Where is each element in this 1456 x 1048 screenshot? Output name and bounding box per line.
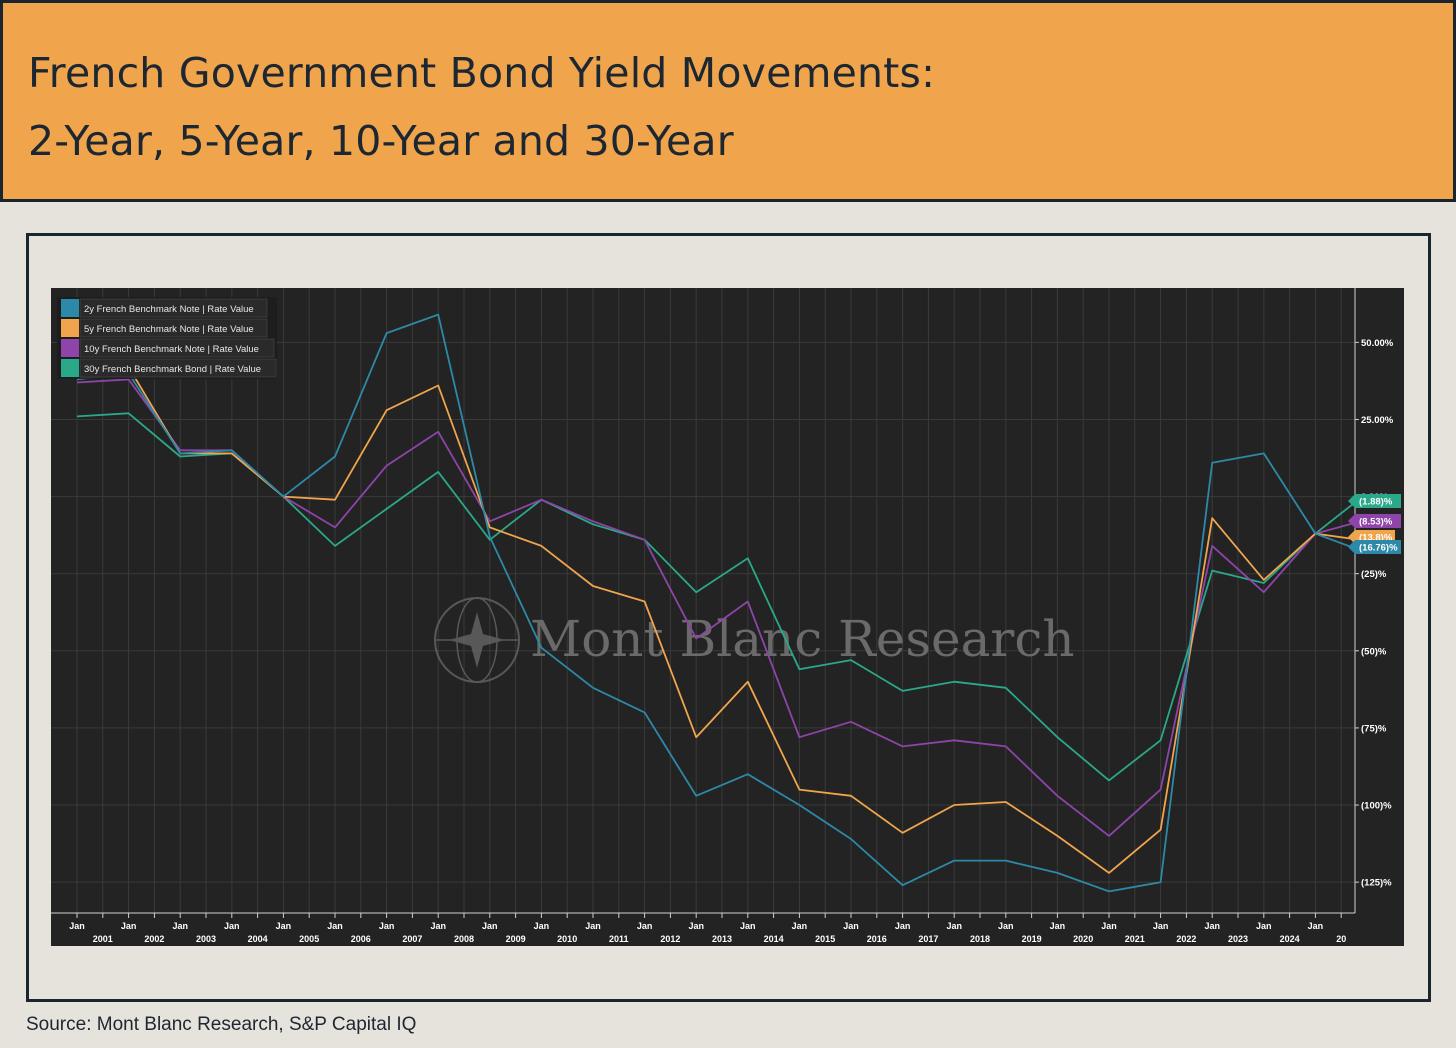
x-tick-year-label: 2004	[248, 934, 268, 944]
x-tick-year-label: 2005	[299, 934, 319, 944]
x-tick-month-label: Jan	[534, 921, 550, 931]
series-line-2y	[76, 313, 1356, 893]
legend-swatch	[61, 319, 79, 337]
y-tick-label: 50.00%	[1361, 338, 1394, 349]
x-tick-year-label: 2017	[918, 934, 938, 944]
x-tick-month-label: Jan	[1308, 921, 1324, 931]
x-tick-year-label: 2001	[93, 934, 113, 944]
series-line-10y	[76, 378, 1356, 837]
x-tick-year-label: 2020	[1073, 934, 1093, 944]
x-tick-year-label: 2016	[867, 934, 887, 944]
x-tick-year-label: 2022	[1176, 934, 1196, 944]
x-tick-month-label: Jan	[895, 921, 911, 931]
x-tick-year-label: 2013	[712, 934, 732, 944]
legend: 2y French Benchmark Note | Rate Value 5y …	[57, 297, 277, 379]
x-tick-year-label: 20	[1336, 934, 1346, 944]
x-tick-year-label: 2002	[144, 934, 164, 944]
legend-entry-label: 30y French Benchmark Bond | Rate Value	[84, 364, 261, 375]
x-tick-year-label: 2018	[970, 934, 990, 944]
x-tick-month-label: Jan	[637, 921, 653, 931]
legend-entry-label: 2y French Benchmark Note | Rate Value	[84, 304, 254, 315]
title-line-1: French Government Bond Yield Movements:	[28, 49, 936, 97]
x-tick-month-label: Jan	[740, 921, 756, 931]
watermark-logo	[434, 597, 520, 683]
x-tick-month-label: Jan	[688, 921, 704, 931]
legend-swatch	[61, 299, 79, 317]
legend-entry-label: 10y French Benchmark Note | Rate Value	[84, 344, 259, 355]
end-value-label: (1.88)%	[1359, 497, 1393, 508]
x-tick-month-label: Jan	[379, 921, 395, 931]
x-tick-month-label: Jan	[276, 921, 292, 931]
x-tick-month-label: Jan	[585, 921, 601, 931]
x-tick-month-label: Jan	[121, 921, 137, 931]
y-tick-label: (100)%	[1361, 801, 1392, 812]
chart-frame	[26, 233, 1431, 1002]
x-tick-month-label: Jan	[1204, 921, 1220, 931]
watermark-star-icon	[449, 612, 505, 668]
x-tick-year-label: 2023	[1228, 934, 1248, 944]
x-tick-month-label: Jan	[327, 921, 343, 931]
legend-entry-box	[79, 358, 277, 378]
x-tick-month-label: Jan	[224, 921, 240, 931]
x-tick-year-label: 2006	[351, 934, 371, 944]
y-tick-label: (25)%	[1361, 569, 1387, 580]
end-value-label: (8.53)%	[1359, 517, 1393, 528]
watermark-text: Mont Blanc Research	[530, 610, 1075, 668]
x-tick-year-label: 2019	[1022, 934, 1042, 944]
title-line-2: 2-Year, 5-Year, 10-Year and 30-Year	[28, 117, 734, 165]
legend-entry-box	[79, 338, 275, 358]
legend-swatch	[61, 339, 79, 357]
x-tick-year-label: 2011	[609, 934, 629, 944]
x-tick-month-label: Jan	[1256, 921, 1272, 931]
x-tick-year-label: 2015	[815, 934, 835, 944]
x-tick-year-label: 2009	[506, 934, 526, 944]
x-tick-year-label: 2024	[1280, 934, 1300, 944]
series-line-5y	[76, 366, 1356, 874]
x-tick-month-label: Jan	[482, 921, 498, 931]
series-line-30y	[76, 412, 1356, 782]
legend-entry-box	[79, 318, 268, 338]
x-tick-month-label: Jan	[792, 921, 808, 931]
x-tick-month-label: Jan	[1101, 921, 1117, 931]
legend-swatch	[61, 359, 79, 377]
title-banner: French Government Bond Yield Movements: …	[0, 0, 1456, 202]
end-value-label: (13.8)%	[1359, 533, 1393, 544]
end-value-badge	[1348, 514, 1401, 528]
end-value-badge	[1348, 494, 1401, 508]
x-tick-year-label: 2010	[557, 934, 577, 944]
legend-entry-box	[79, 298, 268, 318]
x-tick-month-label: Jan	[172, 921, 188, 931]
end-value-badge	[1348, 540, 1401, 554]
x-tick-month-label: Jan	[430, 921, 446, 931]
x-tick-month-label: Jan	[1050, 921, 1066, 931]
y-tick-label: (125)%	[1361, 878, 1392, 889]
x-tick-year-label: 2014	[764, 934, 784, 944]
x-tick-year-label: 2012	[660, 934, 680, 944]
x-tick-month-label: Jan	[69, 921, 85, 931]
x-tick-month-label: Jan	[946, 921, 962, 931]
y-tick-label: (50)%	[1361, 646, 1387, 657]
x-tick-year-label: 2003	[196, 934, 216, 944]
source-note: Source: Mont Blanc Research, S&P Capital…	[26, 1014, 417, 1035]
x-tick-month-label: Jan	[998, 921, 1014, 931]
y-tick-label: 25.00%	[1361, 415, 1394, 426]
x-tick-month-label: Jan	[1153, 921, 1169, 931]
x-tick-year-label: 2007	[402, 934, 422, 944]
x-tick-year-label: 2008	[454, 934, 474, 944]
y-tick-label: (75)%	[1361, 723, 1387, 734]
end-value-label: (16.76)%	[1359, 543, 1398, 554]
legend-entry-label: 5y French Benchmark Note | Rate Value	[84, 324, 254, 335]
x-tick-month-label: Jan	[843, 921, 859, 931]
x-tick-year-label: 2021	[1125, 934, 1145, 944]
